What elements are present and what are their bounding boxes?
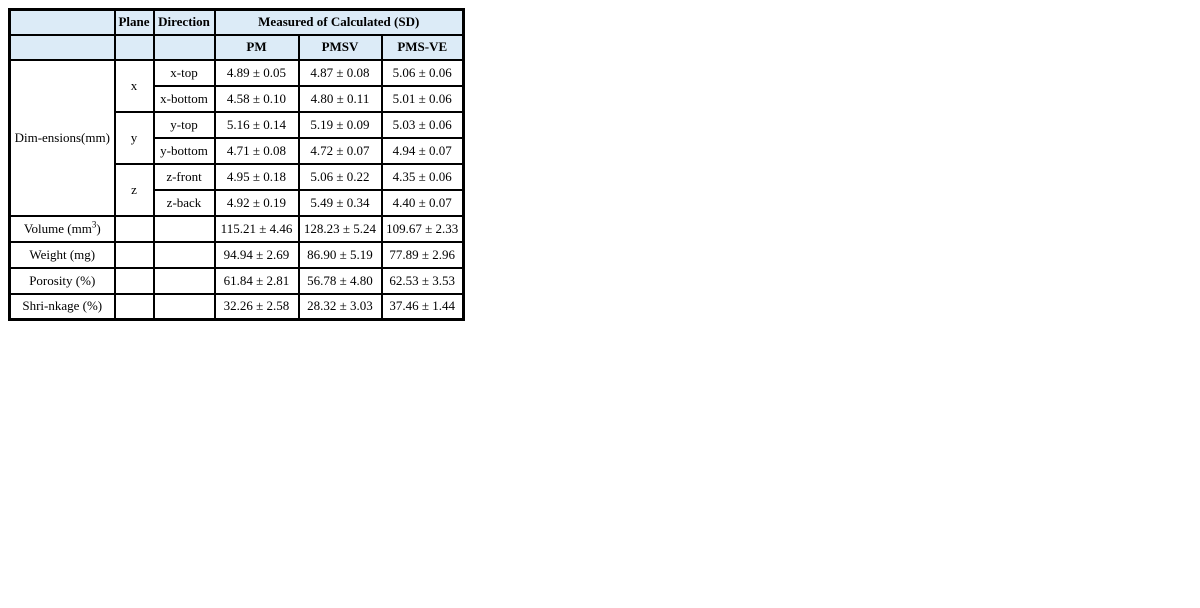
value-cell: 86.90 ± 5.19 [297, 240, 383, 269]
header-row-1: Plane Direction Measured of Calculated (… [8, 8, 465, 36]
value-cell: 4.80 ± 0.11 [297, 84, 383, 113]
empty-header-cell [113, 33, 155, 61]
plane-cell-z: z [113, 162, 155, 217]
table-row-weight: Weight (mg) 94.94 ± 2.69 86.90 ± 5.19 77… [8, 240, 465, 269]
value-cell: 115.21 ± 4.46 [213, 214, 300, 243]
table-header: Plane Direction Measured of Calculated (… [8, 8, 465, 61]
value-cell: 61.84 ± 2.81 [213, 266, 300, 295]
summary-label-text: Volume (mm [23, 220, 92, 236]
value-cell: 56.78 ± 4.80 [297, 266, 383, 295]
value-cell: 28.32 ± 3.03 [297, 292, 383, 321]
corner-header-cell [8, 8, 116, 36]
value-cell: 128.23 ± 5.24 [297, 214, 383, 243]
value-cell: 4.92 ± 0.19 [213, 188, 300, 217]
summary-label-text: Weight (mg) [29, 246, 96, 262]
plane-cell-y: y [113, 110, 155, 165]
empty-cell [152, 292, 216, 321]
empty-cell [113, 240, 155, 269]
table-body: Dim-ensions(mm) x x-top 4.89 ± 0.05 4.87… [8, 58, 465, 321]
value-cell: 4.72 ± 0.07 [297, 136, 383, 165]
value-cell: 5.16 ± 0.14 [213, 110, 300, 139]
value-cell: 4.95 ± 0.18 [213, 162, 300, 191]
table-row-shrinkage: Shri-nkage (%) 32.26 ± 2.58 28.32 ± 3.03… [8, 292, 465, 321]
value-cell: 5.01 ± 0.06 [380, 84, 465, 113]
direction-cell: z-front [152, 162, 216, 191]
dimensions-label-cell: Dim-ensions(mm) [8, 58, 116, 217]
value-cell: 4.71 ± 0.08 [213, 136, 300, 165]
table-row-z-back: z-back 4.92 ± 0.19 5.49 ± 0.34 4.40 ± 0.… [10, 188, 465, 217]
measured-header-cell: Measured of Calculated (SD) [213, 8, 465, 36]
table-row-z-front: z z-front 4.95 ± 0.18 5.06 ± 0.22 4.35 ±… [10, 162, 465, 217]
direction-header-cell: Direction [152, 8, 216, 36]
empty-cell [113, 266, 155, 295]
plane-cell-x: x [113, 58, 155, 113]
value-cell: 5.06 ± 0.06 [380, 58, 465, 87]
value-cell: 4.40 ± 0.07 [380, 188, 465, 217]
measurement-table: Plane Direction Measured of Calculated (… [8, 8, 465, 321]
summary-label-cell: Volume (mm3) [8, 214, 116, 243]
table-row-y-bottom: y-bottom 4.71 ± 0.08 4.72 ± 0.07 4.94 ± … [10, 136, 465, 165]
table-row-porosity: Porosity (%) 61.84 ± 2.81 56.78 ± 4.80 6… [8, 266, 465, 295]
empty-header-cell [152, 33, 216, 61]
summary-label-text: Shri-nkage (%) [22, 298, 103, 314]
value-cell: 4.87 ± 0.08 [297, 58, 383, 87]
summary-label-text: Porosity (%) [29, 272, 96, 288]
value-cell: 109.67 ± 2.33 [380, 214, 465, 243]
value-cell: 37.46 ± 1.44 [380, 292, 465, 321]
summary-label-cell: Porosity (%) [8, 266, 116, 295]
value-cell: 5.06 ± 0.22 [297, 162, 383, 191]
plane-header-cell: Plane [113, 8, 155, 36]
direction-cell: x-top [152, 58, 216, 87]
empty-cell [152, 214, 216, 243]
empty-cell [152, 266, 216, 295]
summary-label-text: ) [96, 220, 101, 236]
value-cell: 5.19 ± 0.09 [297, 110, 383, 139]
header-row-2: PM PMSV PMS-VE [8, 33, 465, 61]
direction-cell: y-bottom [152, 136, 216, 165]
value-cell: 62.53 ± 3.53 [380, 266, 465, 295]
summary-label-cell: Shri-nkage (%) [8, 292, 116, 321]
table-row-y-top: y y-top 5.16 ± 0.14 5.19 ± 0.09 5.03 ± 0… [10, 110, 465, 165]
value-cell: 32.26 ± 2.58 [213, 292, 300, 321]
empty-cell [152, 240, 216, 269]
value-cell: 94.94 ± 2.69 [213, 240, 300, 269]
empty-cell [113, 214, 155, 243]
value-cell: 77.89 ± 2.96 [380, 240, 465, 269]
value-cell: 5.03 ± 0.06 [380, 110, 465, 139]
direction-cell: y-top [152, 110, 216, 139]
method-header-pm: PM [213, 33, 300, 61]
table-row-x-top: Dim-ensions(mm) x x-top 4.89 ± 0.05 4.87… [8, 58, 465, 217]
value-cell: 4.58 ± 0.10 [213, 84, 300, 113]
value-cell: 4.35 ± 0.06 [380, 162, 465, 191]
table-row-volume: Volume (mm3) 115.21 ± 4.46 128.23 ± 5.24… [8, 214, 465, 243]
value-cell: 4.89 ± 0.05 [213, 58, 300, 87]
direction-cell: z-back [152, 188, 216, 217]
summary-label-cell: Weight (mg) [8, 240, 116, 269]
value-cell: 4.94 ± 0.07 [380, 136, 465, 165]
value-cell: 5.49 ± 0.34 [297, 188, 383, 217]
summary-label-sup: 3 [91, 219, 97, 230]
direction-cell: x-bottom [152, 84, 216, 113]
method-header-pms-ve: PMS-VE [380, 33, 465, 61]
empty-header-cell [8, 33, 116, 61]
method-header-pmsv: PMSV [297, 33, 383, 61]
empty-cell [113, 292, 155, 321]
table-row-x-bottom: x-bottom 4.58 ± 0.10 4.80 ± 0.11 5.01 ± … [10, 84, 465, 113]
